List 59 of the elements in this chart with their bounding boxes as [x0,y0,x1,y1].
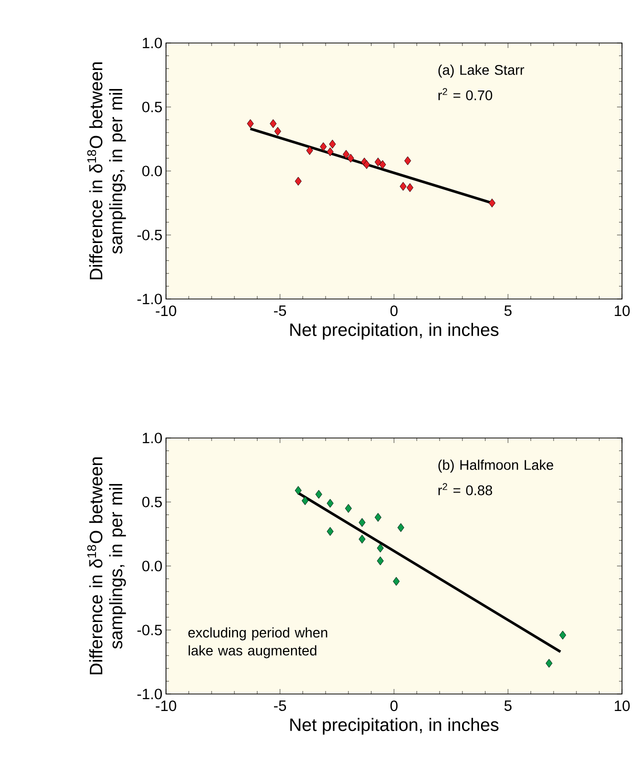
point [358,534,366,544]
point [294,176,302,186]
y-tick-label: 1.0 [142,432,162,444]
x-tick-label: -10 [156,306,176,316]
point [345,504,352,513]
y-tick-label: -0.5 [137,624,162,636]
x-tick-label: 0 [390,700,398,712]
point [329,140,336,149]
y-tick-label: -0.5 [137,230,162,240]
point [246,119,254,128]
y-tick-label: 0.0 [142,560,162,572]
x-tick-label: 5 [504,700,512,711]
x-tick-label: 0 [390,306,398,316]
point [363,160,370,170]
point [559,630,566,640]
point [294,486,302,495]
point [374,512,382,522]
point [488,198,496,208]
point [379,160,386,170]
y-tick-label: -1.0 [137,688,162,700]
x-tick-label: -10 [156,700,176,712]
y-tick-label: 0.5 [142,102,162,112]
x-tick-label: 5 [504,306,512,316]
point [397,523,404,532]
annotation: (a) Lake Starr [438,64,524,78]
point [270,119,277,128]
y-tick-label: -1.0 [137,294,162,304]
point [358,518,366,527]
point [315,490,322,499]
annotation: excluding period when lake was augmented [188,627,328,658]
point [306,146,314,155]
point [326,498,334,508]
annotation: (b) Halfmoon Lake [438,460,554,473]
point [546,658,552,668]
point [392,576,400,586]
point [302,496,308,506]
point [342,150,350,159]
point [376,544,384,553]
x-tick-label: 10 [614,700,630,712]
point [320,142,327,152]
point [347,154,354,163]
annotation: r$^{2}$ = 0.88 [438,483,492,496]
annotation: r$^{2}$ = 0.70 [438,88,492,100]
point [374,158,382,166]
point [404,156,412,166]
point [400,182,407,191]
x-tick-label: 10 [614,306,630,316]
point [326,526,334,536]
point [376,556,384,566]
x-tick-label: -5 [274,700,286,711]
point [406,183,414,192]
x-axis-title: Net precipitation, in inches [290,322,498,340]
x-axis-title: Net precipitation, in inches [290,718,498,735]
x-tick-label: -5 [274,306,286,316]
point [326,147,334,156]
point [274,126,282,136]
y-tick-label: 0.5 [142,496,162,508]
y-tick-label: 0.0 [142,166,162,176]
y-tick-label: 1.0 [142,38,162,48]
